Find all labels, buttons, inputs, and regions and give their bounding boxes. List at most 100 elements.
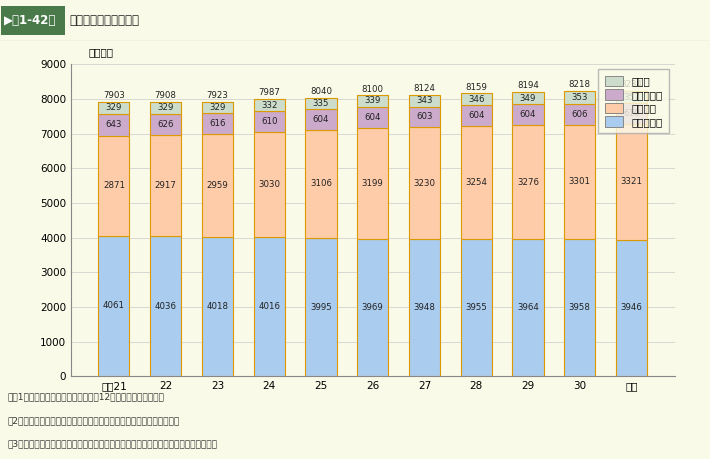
Text: 8100: 8100 bbox=[362, 84, 383, 94]
Bar bbox=[357, 128, 388, 239]
Text: 335: 335 bbox=[312, 99, 329, 108]
Text: 643: 643 bbox=[106, 120, 122, 129]
Bar bbox=[151, 113, 181, 135]
Text: 3958: 3958 bbox=[569, 303, 591, 312]
Text: 8124: 8124 bbox=[413, 84, 435, 93]
Text: 2871: 2871 bbox=[103, 181, 125, 190]
Bar bbox=[616, 240, 647, 376]
Text: 4016: 4016 bbox=[258, 302, 280, 311]
Bar bbox=[513, 239, 544, 376]
Bar bbox=[357, 107, 388, 128]
Text: 3199: 3199 bbox=[362, 179, 383, 188]
Bar bbox=[564, 104, 595, 125]
Text: 3946: 3946 bbox=[621, 303, 643, 313]
Bar bbox=[99, 114, 129, 136]
Bar bbox=[461, 106, 492, 126]
Bar bbox=[616, 103, 647, 124]
Text: 2　第１種及び第２種原動機付自転車並びに小型特殊自動車を除く。: 2 第１種及び第２種原動機付自転車並びに小型特殊自動車を除く。 bbox=[7, 416, 180, 425]
Text: 8234: 8234 bbox=[621, 80, 643, 89]
Bar bbox=[99, 136, 129, 235]
Text: 346: 346 bbox=[468, 95, 484, 104]
Text: 2917: 2917 bbox=[155, 181, 177, 190]
Bar bbox=[461, 94, 492, 106]
Bar bbox=[253, 99, 285, 111]
Bar bbox=[616, 124, 647, 240]
Text: 7923: 7923 bbox=[207, 91, 229, 100]
Text: 604: 604 bbox=[364, 113, 381, 122]
Text: 603: 603 bbox=[416, 112, 433, 122]
Text: 4018: 4018 bbox=[207, 302, 229, 311]
Text: ▶第1-42図: ▶第1-42図 bbox=[4, 14, 56, 27]
Bar bbox=[409, 106, 440, 128]
Text: 8159: 8159 bbox=[465, 83, 487, 91]
Text: 3995: 3995 bbox=[310, 302, 332, 312]
Bar bbox=[99, 102, 129, 114]
Text: 3964: 3964 bbox=[517, 303, 539, 312]
Text: 604: 604 bbox=[520, 110, 536, 119]
Text: 3　単位未満は四捨五入しているため、内訳の合計が全体と一致しないことがある。: 3 単位未満は四捨五入しているため、内訳の合計が全体と一致しないことがある。 bbox=[7, 440, 217, 448]
Bar bbox=[151, 135, 181, 236]
Text: 3301: 3301 bbox=[569, 177, 591, 186]
Text: 2959: 2959 bbox=[207, 181, 229, 190]
Bar bbox=[513, 92, 544, 104]
Text: 自動車保有台数の推移: 自動車保有台数の推移 bbox=[70, 14, 140, 27]
Text: 3254: 3254 bbox=[465, 178, 487, 187]
Text: 616: 616 bbox=[209, 119, 226, 128]
Bar bbox=[461, 126, 492, 239]
Bar bbox=[409, 128, 440, 240]
Bar bbox=[409, 95, 440, 106]
Bar bbox=[253, 111, 285, 132]
Bar bbox=[357, 239, 388, 376]
Text: 4061: 4061 bbox=[103, 302, 125, 310]
Bar bbox=[564, 125, 595, 239]
Text: 353: 353 bbox=[572, 93, 588, 102]
Text: 7987: 7987 bbox=[258, 89, 280, 97]
Text: 8194: 8194 bbox=[517, 81, 539, 90]
Text: 7908: 7908 bbox=[155, 91, 177, 100]
Legend: その他, 貨物自動車, 軽自動車, 乗用自動車: その他, 貨物自動車, 軽自動車, 乗用自動車 bbox=[599, 69, 670, 133]
Bar bbox=[253, 237, 285, 376]
Text: 606: 606 bbox=[572, 110, 588, 118]
Text: 7903: 7903 bbox=[103, 91, 125, 101]
Text: 343: 343 bbox=[416, 96, 433, 105]
Bar bbox=[616, 91, 647, 103]
Text: 626: 626 bbox=[158, 120, 174, 129]
Bar bbox=[151, 236, 181, 376]
Text: 3321: 3321 bbox=[621, 178, 643, 186]
Text: 8040: 8040 bbox=[310, 87, 332, 95]
Bar bbox=[409, 240, 440, 376]
Text: 329: 329 bbox=[158, 103, 174, 112]
Text: 610: 610 bbox=[261, 117, 278, 126]
Bar bbox=[357, 95, 388, 107]
Text: 3969: 3969 bbox=[362, 303, 383, 312]
Text: 注、1　国土交通省資料により、各年12月末現在の値である。: 注、1 国土交通省資料により、各年12月末現在の値である。 bbox=[7, 392, 164, 402]
Bar bbox=[305, 109, 337, 130]
Text: 329: 329 bbox=[106, 103, 122, 112]
Text: 357: 357 bbox=[623, 93, 640, 101]
Text: 3106: 3106 bbox=[310, 179, 332, 189]
Bar bbox=[564, 91, 595, 104]
Text: 329: 329 bbox=[209, 103, 226, 112]
Bar bbox=[99, 235, 129, 376]
Text: （万台）: （万台） bbox=[88, 47, 113, 57]
Text: 339: 339 bbox=[364, 96, 381, 106]
Text: 3276: 3276 bbox=[517, 178, 539, 187]
Bar bbox=[202, 101, 233, 113]
Bar bbox=[564, 239, 595, 376]
Text: 8218: 8218 bbox=[569, 80, 591, 90]
Bar bbox=[151, 102, 181, 113]
Bar bbox=[305, 98, 337, 109]
Text: 3955: 3955 bbox=[465, 303, 487, 312]
Bar bbox=[513, 125, 544, 239]
Text: 332: 332 bbox=[261, 101, 278, 110]
Text: 3230: 3230 bbox=[413, 179, 435, 188]
Text: 604: 604 bbox=[312, 115, 329, 124]
Bar bbox=[202, 113, 233, 134]
Bar bbox=[461, 239, 492, 376]
Bar bbox=[202, 237, 233, 376]
Bar bbox=[305, 130, 337, 238]
Bar bbox=[305, 238, 337, 376]
Text: 3948: 3948 bbox=[413, 303, 435, 313]
Text: 610: 610 bbox=[623, 109, 640, 118]
Bar bbox=[513, 104, 544, 125]
